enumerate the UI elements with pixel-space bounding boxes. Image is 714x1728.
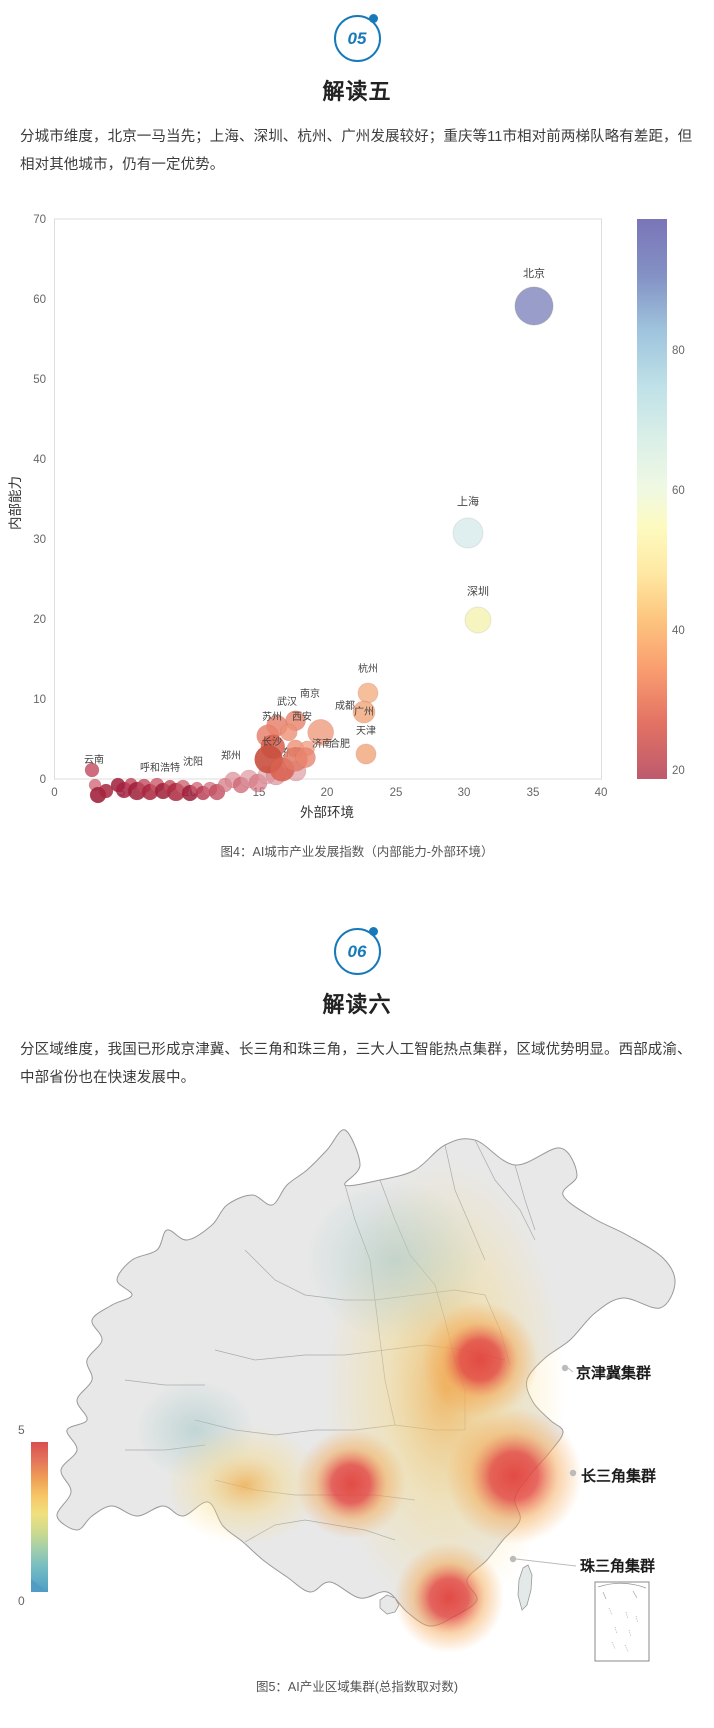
svg-text:40: 40 (595, 787, 608, 799)
svg-text:80: 80 (672, 345, 685, 357)
svg-text:广州: 广州 (354, 706, 374, 718)
svg-text:济南: 济南 (312, 737, 332, 750)
svg-text:武汉: 武汉 (277, 695, 297, 708)
svg-text:西安: 西安 (292, 710, 312, 723)
svg-text:40: 40 (33, 454, 46, 466)
svg-text:天津: 天津 (356, 725, 376, 737)
svg-text:上海: 上海 (457, 494, 479, 508)
svg-text:40: 40 (672, 625, 685, 637)
svg-text:京津冀集群: 京津冀集群 (576, 1364, 651, 1382)
svg-text:成都: 成都 (335, 700, 355, 712)
svg-text:0: 0 (51, 787, 57, 799)
svg-text:苏州: 苏州 (262, 710, 282, 723)
svg-text:30: 30 (458, 787, 471, 799)
svg-text:60: 60 (33, 294, 46, 306)
svg-text:珠三角集群: 珠三角集群 (580, 1557, 655, 1575)
svg-text:南京: 南京 (300, 687, 320, 700)
svg-text:0: 0 (18, 1594, 25, 1608)
svg-text:30: 30 (33, 534, 46, 546)
svg-text:50: 50 (33, 374, 46, 386)
svg-text:长沙: 长沙 (262, 736, 282, 748)
svg-text:20: 20 (33, 614, 46, 626)
svg-text:20: 20 (672, 765, 685, 777)
svg-text:25: 25 (390, 787, 403, 799)
svg-text:20: 20 (321, 787, 334, 799)
svg-text:10: 10 (33, 694, 46, 706)
svg-text:60: 60 (672, 485, 685, 497)
svg-text:35: 35 (527, 787, 540, 799)
svg-text:呼和浩特: 呼和浩特 (140, 762, 180, 774)
svg-text:沈阳: 沈阳 (183, 755, 203, 768)
svg-text:外部环境: 外部环境 (300, 805, 354, 820)
svg-text:5: 5 (18, 1423, 25, 1437)
svg-text:0: 0 (40, 774, 46, 786)
svg-text:北京: 北京 (523, 266, 545, 280)
svg-text:郑州: 郑州 (221, 749, 241, 762)
svg-text:内部能力: 内部能力 (8, 476, 23, 530)
svg-text:云南: 云南 (84, 753, 104, 766)
svg-text:深圳: 深圳 (467, 585, 489, 598)
svg-text:长三角集群: 长三角集群 (581, 1467, 656, 1485)
svg-text:70: 70 (33, 214, 46, 226)
svg-text:杭州: 杭州 (358, 662, 378, 675)
svg-text:合肥: 合肥 (330, 737, 350, 750)
